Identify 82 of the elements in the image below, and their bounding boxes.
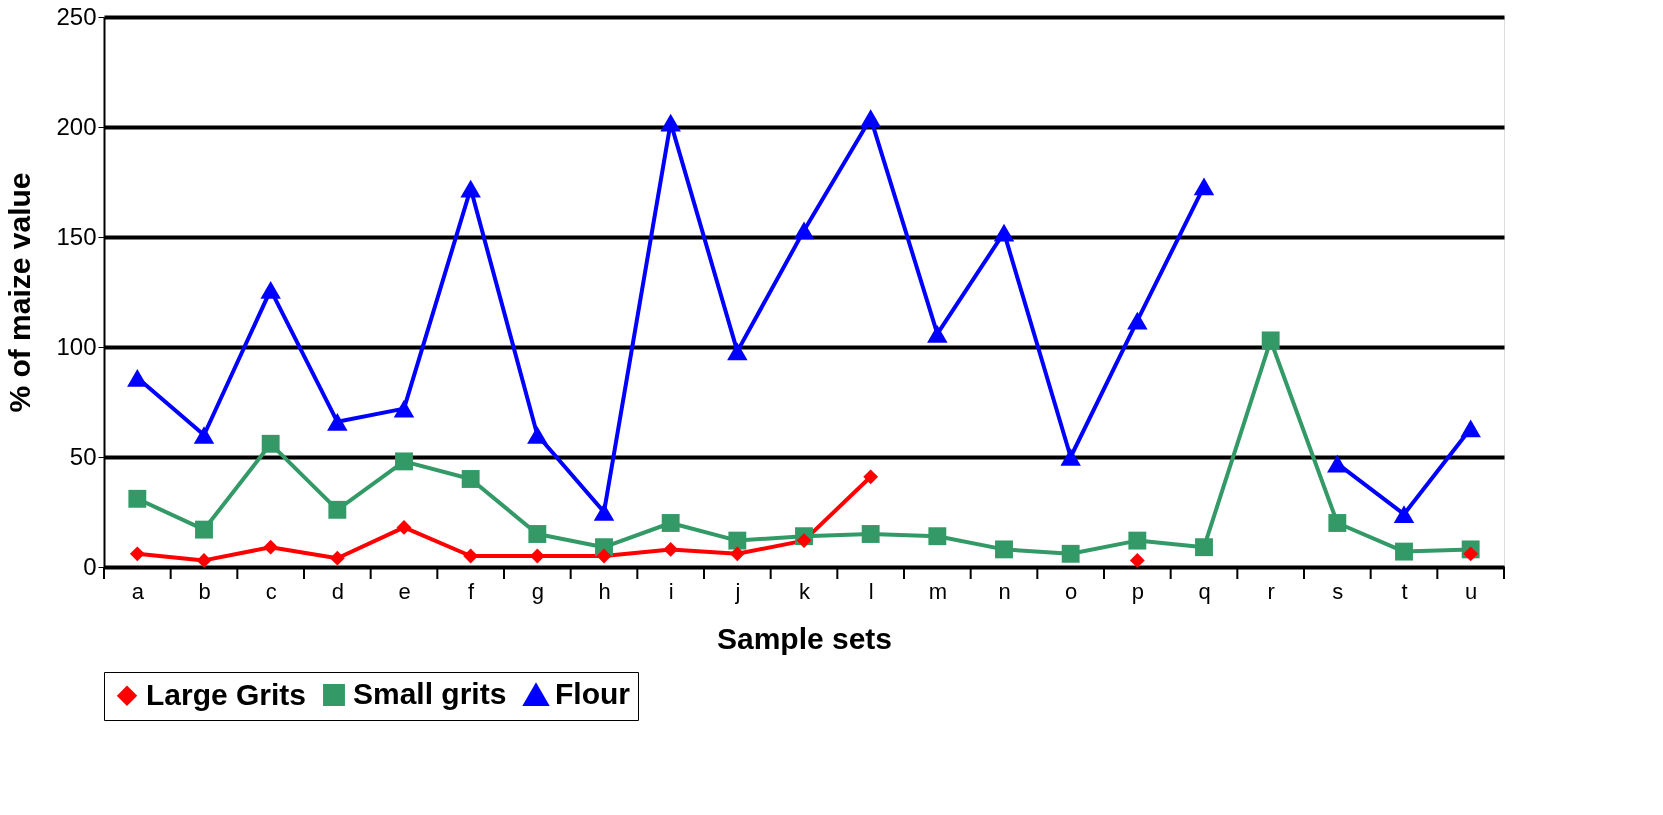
point [663, 541, 679, 557]
point [1193, 177, 1215, 196]
x-tick-label: l [868, 578, 874, 604]
x-tick-label: n [998, 578, 1011, 604]
point [396, 519, 412, 535]
point [660, 113, 681, 132]
point [1328, 514, 1347, 532]
x-tick-label: r [1267, 578, 1275, 604]
point [661, 514, 680, 532]
point [1261, 331, 1280, 350]
x-tick-label: i [668, 578, 674, 604]
x-tick-label: a [131, 578, 145, 604]
x-tick-label: h [598, 578, 611, 604]
point [729, 546, 745, 562]
point [596, 548, 612, 564]
point [863, 469, 879, 485]
x-tick-label: b [198, 578, 211, 604]
x-tick-label: u [1465, 578, 1478, 604]
legend-label: Small grits [353, 677, 507, 711]
x-tick-label: e [398, 578, 411, 604]
x-tick-label: f [468, 578, 476, 604]
point [928, 527, 947, 546]
x-tick-label: o [1065, 578, 1078, 604]
x-tick-label: m [928, 578, 947, 604]
point [796, 533, 812, 549]
point [196, 552, 212, 568]
point [727, 342, 748, 361]
point [1460, 419, 1481, 438]
point [127, 368, 148, 387]
point [1127, 311, 1148, 330]
x-axis-title: Sample sets [716, 621, 893, 655]
y-tick-label: 250 [56, 2, 97, 30]
point [329, 550, 345, 566]
y-tick-label: 200 [56, 112, 97, 140]
x-tick-label: s [1332, 578, 1344, 604]
point [1395, 542, 1413, 561]
point [793, 221, 815, 240]
y-tick-label: 100 [56, 332, 97, 360]
x-tick-label: j [734, 578, 741, 604]
point [461, 470, 480, 488]
point [927, 324, 948, 343]
point [1129, 552, 1145, 568]
point [261, 434, 280, 453]
x-tick-label: p [1131, 578, 1144, 604]
point [129, 546, 145, 562]
x-tick-label: q [1198, 578, 1211, 604]
point [1060, 448, 1081, 466]
legend-label: Flour [555, 677, 631, 711]
y-tick-label: 0 [83, 552, 97, 580]
point [460, 179, 481, 198]
y-tick-label: 150 [56, 222, 97, 250]
point [1128, 531, 1147, 550]
point [1195, 538, 1213, 557]
x-tick-label: t [1401, 578, 1408, 604]
point [195, 520, 213, 539]
point [328, 500, 347, 519]
point [263, 539, 279, 555]
point [728, 531, 747, 550]
point [860, 109, 881, 128]
point [1327, 454, 1348, 473]
point [593, 503, 615, 521]
y-tick-label: 50 [69, 442, 97, 470]
point [1393, 505, 1415, 524]
point [260, 280, 281, 299]
x-tick-label: g [531, 578, 544, 604]
point [1463, 546, 1479, 562]
x-tick-label: k [799, 578, 811, 604]
point [995, 540, 1013, 559]
point [393, 399, 415, 418]
point [1061, 544, 1080, 563]
x-tick-label: c [265, 578, 277, 604]
point [327, 412, 348, 431]
x-tick-label: d [331, 578, 344, 604]
point [528, 525, 547, 543]
point [527, 426, 548, 444]
point [993, 223, 1015, 242]
point [193, 426, 215, 444]
point [128, 489, 147, 508]
point [395, 452, 413, 471]
y-axis-title: % of maize value [3, 172, 37, 413]
point [861, 525, 880, 543]
legend-label: Large Grits [146, 677, 307, 711]
